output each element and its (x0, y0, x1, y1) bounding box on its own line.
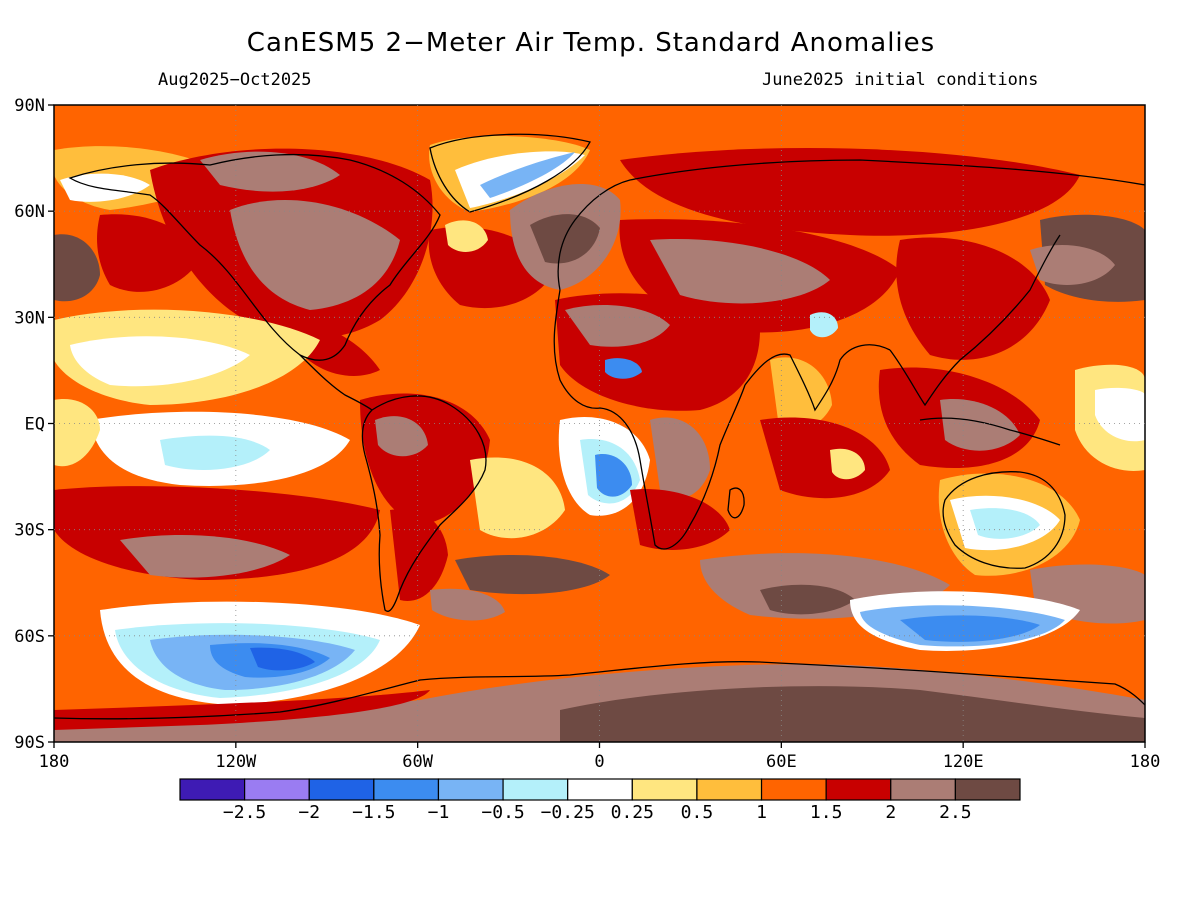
lon-label: 0 (594, 752, 604, 772)
colorbar-label: 1 (756, 802, 767, 823)
anomaly-region-north-atlantic-yellow (445, 220, 488, 252)
anomaly-region-indian-ocean-yellow (830, 448, 865, 480)
lat-label: 90N (14, 96, 45, 116)
colorbar-swatch (244, 778, 310, 801)
colorbar-label: 2.5 (939, 802, 972, 823)
forecast-period: Aug2025−Oct2025 (158, 70, 312, 90)
anomaly-region-south-atlantic-yellow (470, 457, 565, 539)
anomaly-region-sahara-brown (565, 305, 670, 347)
coastline-indonesia (919, 417, 1061, 446)
anomaly-region-southern-pacific-cool-darkblue (250, 647, 315, 671)
anomaly-region-canada-brown (200, 151, 340, 192)
longitude-labels: 180 120W 60W 0 60E 120E 180 (39, 742, 1161, 772)
colorbar-swatch (437, 778, 504, 801)
map-field (54, 105, 1145, 742)
anomaly-region-india-yellow (770, 357, 832, 429)
anomaly-region-east-pacific-tropics-white (1095, 387, 1145, 442)
lon-label: 120W (215, 752, 257, 772)
lat-label: 30S (14, 521, 45, 541)
colorbar-legend: −2.5 −2 −1.5 −1 −0.5 −0.25 0.25 0.5 1 1.5 2 2.5 (179, 778, 1021, 823)
anomaly-region-subtropical-pacific-white (70, 336, 250, 387)
anomaly-region-tibet-cyan (810, 312, 838, 338)
anomaly-region-north-pacific-brown (54, 234, 100, 302)
colorbar-label: 0.5 (681, 802, 714, 823)
colorbar-label: 1.5 (810, 802, 843, 823)
colorbar-swatch (567, 778, 633, 801)
colorbar-swatch (373, 778, 440, 801)
coastline-greenland (429, 133, 591, 213)
colorbar-swatch (308, 778, 375, 801)
coastline-south-america (361, 395, 487, 612)
colorbar-swatch (631, 778, 698, 801)
colorbar-label: −0.25 (541, 802, 595, 823)
coastline-europe-africa (553, 159, 1145, 550)
coastline-arabia-india (744, 344, 891, 412)
lat-label: 60N (14, 202, 45, 222)
colorbar-swatch (760, 778, 827, 801)
colorbar-label: −1.5 (352, 802, 395, 823)
coastline-australia (942, 471, 1066, 569)
colorbar-swatch (696, 778, 763, 801)
anomaly-region-east-africa-brown (650, 417, 710, 499)
anomaly-region-east-asia-red (896, 237, 1050, 360)
map-title: CanESM5 2−Meter Air Temp. Standard Anoma… (246, 28, 936, 58)
lon-label: 60W (402, 752, 433, 772)
colorbar-swatch (954, 778, 1021, 801)
colorbar-swatch (825, 778, 892, 801)
colorbar-label: 0.25 (611, 802, 654, 823)
lon-label: 120E (943, 752, 984, 772)
anomaly-region-siberia-red (620, 148, 1080, 236)
colorbar-swatch (890, 778, 956, 801)
latitude-labels: 90N 60N 30N EQ 30S 60S 90S (14, 96, 54, 753)
colorbar-label: −0.5 (481, 802, 524, 823)
anomaly-region-indian-ocean-red (760, 417, 890, 499)
lon-label: 180 (39, 752, 70, 772)
coastline-southeast-asia (889, 234, 1061, 407)
anomaly-region-antarctic-coast-red (54, 690, 430, 730)
anomaly-region-antarctica-darkbrown (560, 686, 1145, 742)
anomaly-region-sahel-blue (605, 358, 642, 379)
lon-label: 60E (766, 752, 797, 772)
anomaly-region-maritime-continent-brown (940, 399, 1020, 451)
anomaly-region-southern-ocean-atlantic-brown (455, 555, 610, 595)
lon-label: 180 (1130, 752, 1161, 772)
anomaly-region-north-america-brown (230, 200, 400, 310)
anomaly-region-alaska-white (60, 173, 150, 202)
colorbar-label: −2.5 (223, 802, 266, 823)
coastline-madagascar (727, 487, 745, 519)
lat-label: 30N (14, 308, 45, 328)
coastline-north-america (68, 153, 441, 361)
anomaly-region-southern-indian-cool-blue (900, 615, 1040, 642)
colorbar-swatch (502, 778, 569, 801)
anomaly-region-amazon-brown (375, 416, 428, 457)
map-gridlines (54, 105, 1145, 742)
anomaly-region-australia-cyan (970, 508, 1040, 539)
initial-conditions: June2025 initial conditions (762, 70, 1039, 90)
anomaly-region-southern-africa-red (630, 489, 730, 550)
anomaly-region-mexico-red (290, 320, 380, 376)
coastlines (54, 133, 1145, 720)
colorbar-swatch (179, 778, 246, 801)
lat-label: 60S (14, 627, 45, 647)
anomaly-region-equatorial-pacific-cyan (160, 435, 270, 470)
colorbar-label: −2 (298, 802, 320, 823)
coastline-antarctica (54, 661, 1145, 720)
coastline-central-america (299, 354, 373, 411)
colorbar-label: 2 (885, 802, 896, 823)
anomaly-region-central-asia-brown (650, 239, 830, 304)
anomaly-region-greenland-blue (480, 152, 575, 198)
anomaly-region-north-pacific-red (97, 214, 200, 292)
anomaly-region-equatorial-pacific-yellow (54, 399, 100, 467)
anomaly-region-west-pacific-lightbrown (1030, 245, 1115, 285)
anomaly-region-south-pacific-brown (120, 535, 290, 578)
lat-label: EQ (25, 415, 45, 435)
anomaly-region-southern-ocean-indian-darkbrown (760, 584, 855, 615)
anomaly-region-southern-ocean-atlantic-lightbrown (430, 588, 505, 621)
lat-label: 90S (14, 733, 45, 753)
colorbar-label: −1 (428, 802, 450, 823)
anomaly-region-central-africa-blue (595, 454, 632, 497)
